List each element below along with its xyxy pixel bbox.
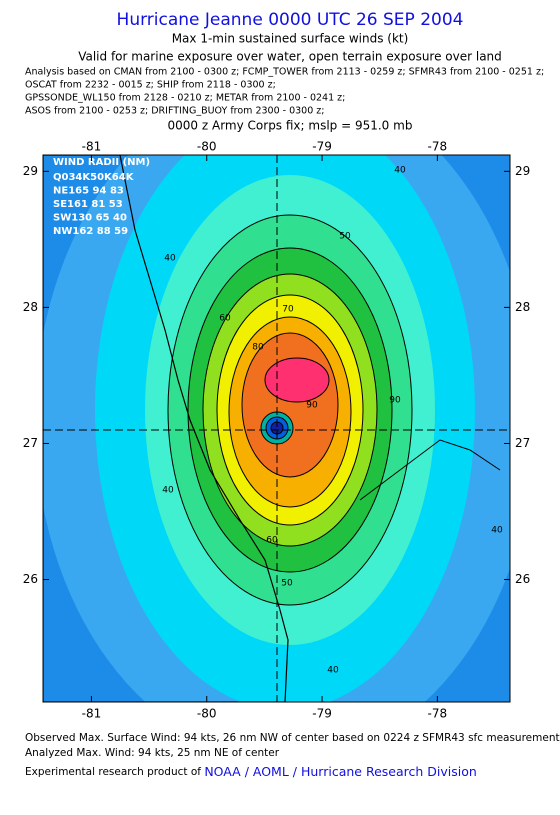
lat-tick-label: 27 — [515, 436, 530, 450]
analysis-line: Analysis based on CMAN from 2100 - 0300 … — [25, 67, 544, 78]
contour-label: 50 — [281, 579, 293, 589]
contour-label: 40 — [327, 666, 339, 676]
lon-tick-label: -78 — [428, 707, 448, 721]
wind-radii-row: NE165 94 83 — [53, 186, 124, 197]
footer-line: Observed Max. Surface Wind: 94 kts, 26 n… — [25, 732, 560, 744]
lat-tick-label: 28 — [515, 300, 530, 314]
credit-prefix: Experimental research product of — [25, 766, 204, 778]
lon-tick-label: -79 — [312, 707, 332, 721]
contour-label: 40 — [162, 486, 174, 496]
wind-radii-row: Q034K50K64K — [53, 172, 135, 183]
lat-tick-label: 27 — [23, 436, 38, 450]
contour-label: 60 — [219, 314, 231, 324]
coastline — [43, 155, 289, 702]
contour-label: 90 — [389, 396, 401, 406]
map-frame — [42, 154, 511, 703]
lat-tick-label: 29 — [515, 164, 530, 178]
analysis-line: ASOS from 2100 - 0253 z; DRIFTING_BUOY f… — [25, 106, 324, 117]
wind-field — [43, 155, 510, 702]
lon-tick-label: -80 — [197, 140, 217, 154]
lon-tick-label: -78 — [428, 140, 448, 154]
lon-tick-label: -81 — [82, 707, 102, 721]
analysis-line: GPSSONDE_WL150 from 2128 - 0210 z; METAR… — [25, 93, 345, 104]
title: Hurricane Jeanne 0000 UTC 26 SEP 2004 — [117, 10, 464, 30]
valid-note: Valid for marine exposure over water, op… — [78, 50, 502, 64]
contour-label: 40 — [491, 526, 503, 536]
credit-link[interactable]: NOAA / AOML / Hurricane Research Divisio… — [204, 764, 476, 779]
lon-tick-label: -81 — [82, 140, 102, 154]
lat-tick-label: 28 — [23, 300, 38, 314]
lat-tick-label: 26 — [23, 572, 38, 586]
subtitle: Max 1-min sustained surface winds (kt) — [172, 32, 409, 46]
lon-tick-label: -80 — [197, 707, 217, 721]
contour-label: 90 — [306, 401, 318, 411]
wind-radii-row: SE161 81 53 — [53, 199, 123, 210]
contour-label: 60 — [266, 536, 278, 546]
wind-radii-row: NW162 88 59 — [53, 226, 128, 237]
contour-fill — [241, 332, 339, 478]
contour-label: 40 — [164, 254, 176, 264]
wind-radii-title: WIND RADII (NM) — [53, 157, 150, 168]
wind-radii-row: SW130 65 40 — [53, 213, 127, 224]
lat-tick-label: 26 — [515, 572, 530, 586]
contour-label: 80 — [252, 343, 264, 353]
credit: Experimental research product of NOAA / … — [25, 764, 477, 779]
footer-line: Analyzed Max. Wind: 94 kts, 25 nm NE of … — [25, 747, 280, 759]
lat-tick-label: 29 — [23, 164, 38, 178]
lon-tick-label: -79 — [312, 140, 332, 154]
fix-note: 0000 z Army Corps fix; mslp = 951.0 mb — [168, 119, 413, 133]
contour-label: 70 — [282, 305, 294, 315]
contour-label: 50 — [339, 232, 351, 242]
analysis-line: OSCAT from 2232 - 0015 z; SHIP from 2118… — [25, 80, 276, 91]
wind-radii: WIND RADII (NM) Q034K50K64K NE165 94 83 SE1… — [53, 157, 150, 237]
contour-label: 40 — [394, 166, 406, 176]
coastline — [359, 439, 501, 501]
contour-fill — [264, 357, 330, 403]
